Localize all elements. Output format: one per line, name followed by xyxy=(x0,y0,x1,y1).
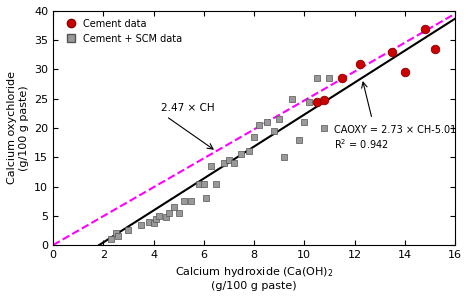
Cement + SCM data xyxy=(288,96,295,101)
Cement + SCM data xyxy=(313,76,320,81)
Cement + SCM data xyxy=(326,76,333,81)
Cement + SCM data xyxy=(202,196,210,201)
Cement + SCM data xyxy=(270,128,278,133)
Cement + SCM data xyxy=(170,205,177,209)
Cement + SCM data xyxy=(145,219,152,224)
Cement + SCM data xyxy=(115,234,122,239)
Cement data xyxy=(388,49,396,54)
Cement + SCM data xyxy=(107,237,115,242)
Cement + SCM data xyxy=(225,158,233,163)
Legend: Cement data, Cement + SCM data: Cement data, Cement + SCM data xyxy=(58,16,185,46)
Cement + SCM data xyxy=(137,222,145,227)
Cement data xyxy=(356,61,364,66)
Cement + SCM data xyxy=(275,117,283,122)
Cement + SCM data xyxy=(187,199,195,204)
Cement + SCM data xyxy=(212,181,220,186)
Cement + SCM data xyxy=(320,126,328,131)
Cement + SCM data xyxy=(263,120,270,125)
Cement data xyxy=(431,46,439,51)
Cement + SCM data xyxy=(281,155,288,160)
Cement + SCM data xyxy=(155,213,163,218)
Cement + SCM data xyxy=(200,181,208,186)
Cement + SCM data xyxy=(237,152,245,157)
Cement + SCM data xyxy=(245,149,253,154)
Cement + SCM data xyxy=(230,161,238,165)
Cement + SCM data xyxy=(301,120,308,125)
Cement data xyxy=(320,97,328,102)
Cement + SCM data xyxy=(112,231,119,236)
Cement + SCM data xyxy=(180,199,188,204)
Cement + SCM data xyxy=(255,123,263,128)
Text: CAOXY = 2.73 × CH-5.01
R$^2$ = 0.942: CAOXY = 2.73 × CH-5.01 R$^2$ = 0.942 xyxy=(335,125,456,151)
Cement data xyxy=(421,26,428,31)
Cement + SCM data xyxy=(306,99,313,104)
Text: 2.47 × CH: 2.47 × CH xyxy=(161,103,215,113)
Cement + SCM data xyxy=(125,228,132,233)
Cement data xyxy=(338,76,346,81)
Cement + SCM data xyxy=(162,215,170,219)
Cement + SCM data xyxy=(165,210,173,215)
Cement + SCM data xyxy=(250,134,258,139)
Cement + SCM data xyxy=(175,210,182,215)
Cement + SCM data xyxy=(208,164,215,168)
Cement + SCM data xyxy=(150,221,157,225)
Y-axis label: Calcium oxychloride
(g/100 g paste): Calcium oxychloride (g/100 g paste) xyxy=(7,72,28,184)
Cement + SCM data xyxy=(195,181,202,186)
Cement + SCM data xyxy=(295,137,303,142)
X-axis label: Calcium hydroxide (Ca(OH)$_2$
(g/100 g paste): Calcium hydroxide (Ca(OH)$_2$ (g/100 g p… xyxy=(175,266,333,291)
Cement data xyxy=(401,70,409,75)
Cement + SCM data xyxy=(220,161,228,165)
Cement + SCM data xyxy=(152,216,160,221)
Cement data xyxy=(313,99,320,104)
